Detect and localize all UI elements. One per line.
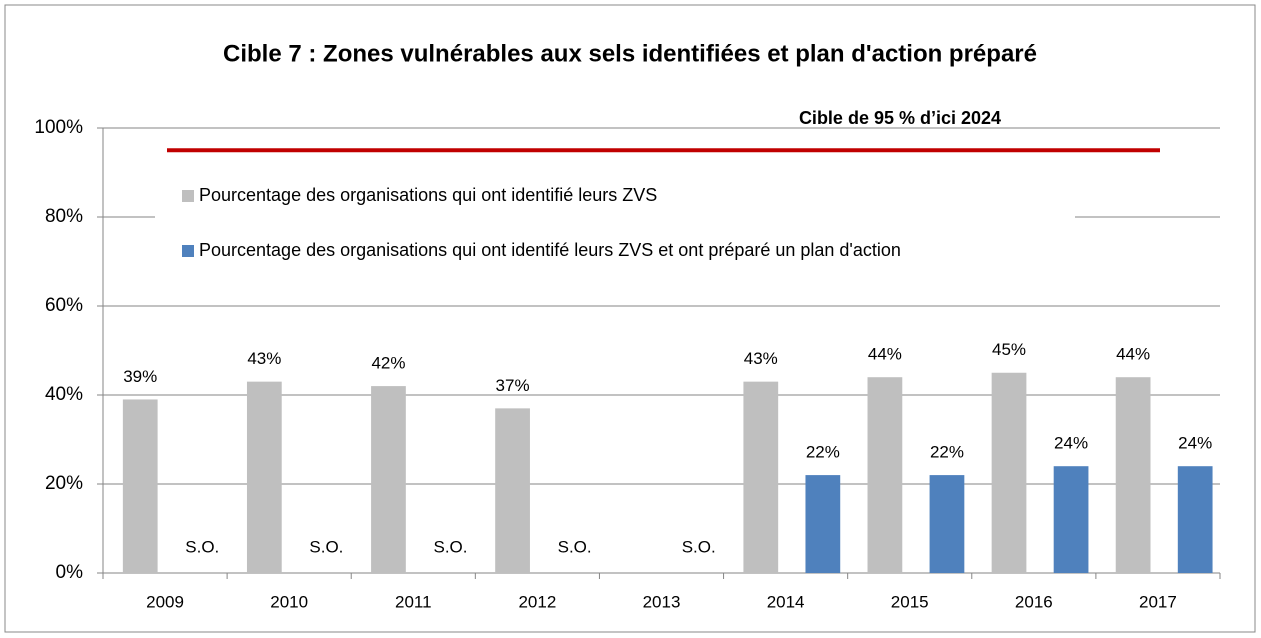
legend-swatch (182, 190, 194, 202)
y-tick-label: 60% (45, 295, 83, 316)
y-tick-label: 0% (56, 562, 84, 583)
bar (495, 408, 530, 573)
data-label: S.O. (185, 537, 219, 556)
chart-frame (4, 4, 1256, 633)
bar (805, 475, 841, 573)
x-tick-label: 2013 (643, 592, 681, 611)
data-label: S.O. (682, 537, 716, 556)
legend-label: Pourcentage des organisations qui ont id… (199, 240, 901, 260)
x-tick-label: 2015 (891, 592, 929, 611)
bar (1115, 377, 1151, 573)
data-label: S.O. (434, 537, 468, 556)
y-tick-label: 100% (34, 117, 83, 138)
bar (929, 475, 965, 573)
x-tick-label: 2009 (146, 592, 184, 611)
data-label: 43% (744, 349, 778, 368)
data-label: S.O. (558, 537, 592, 556)
x-tick-label: 2014 (767, 592, 805, 611)
y-tick-label: 40% (45, 384, 83, 405)
bar (867, 377, 903, 573)
data-label: 24% (1054, 434, 1088, 453)
data-label: 39% (123, 367, 157, 386)
data-label: 45% (992, 340, 1026, 359)
data-label: 44% (1116, 345, 1150, 364)
x-tick-label: 2017 (1139, 592, 1177, 611)
bar (991, 372, 1027, 573)
bar (371, 386, 406, 573)
x-tick-label: 2016 (1015, 592, 1053, 611)
data-label: 22% (930, 443, 964, 462)
data-label: 43% (247, 349, 281, 368)
data-label: 42% (371, 354, 405, 373)
legend-swatch (182, 245, 194, 257)
data-label: 44% (868, 345, 902, 364)
data-label: 24% (1178, 434, 1212, 453)
chart-title: Cible 7 : Zones vulnérables aux sels ide… (223, 40, 1037, 67)
data-label: 37% (496, 376, 530, 395)
bar (743, 381, 779, 573)
x-tick-label: 2010 (270, 592, 308, 611)
bar (1177, 466, 1213, 573)
bar (1053, 466, 1089, 573)
target-label: Cible de 95 % d’ici 2024 (799, 108, 1001, 128)
legend-label: Pourcentage des organisations qui ont id… (199, 185, 657, 205)
y-tick-label: 20% (45, 473, 83, 494)
bar (122, 399, 158, 573)
data-label: 22% (806, 443, 840, 462)
x-tick-label: 2011 (395, 592, 432, 611)
bar (246, 381, 282, 573)
data-label: S.O. (309, 537, 343, 556)
y-tick-label: 80% (45, 206, 83, 227)
x-tick-label: 2012 (518, 592, 556, 611)
legend-box (155, 172, 1075, 272)
